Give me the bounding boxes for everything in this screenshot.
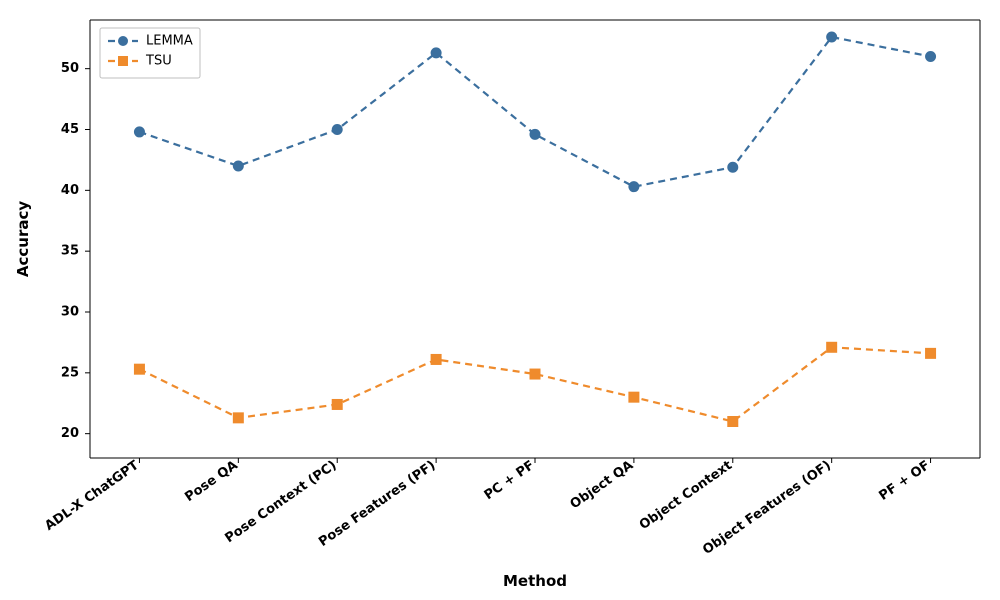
legend-label: TSU <box>145 54 172 69</box>
data-point <box>233 161 243 171</box>
chart-svg: 20253035404550ADL-X ChatGPTPose QAPose C… <box>0 0 1000 600</box>
data-point <box>728 162 738 172</box>
y-tick-label: 40 <box>61 183 79 198</box>
data-point <box>530 129 540 139</box>
data-point <box>629 182 639 192</box>
chart-bg <box>0 0 1000 600</box>
data-point <box>134 364 144 374</box>
y-tick-label: 20 <box>61 426 79 441</box>
data-point <box>431 48 441 58</box>
data-point <box>728 417 738 427</box>
data-point <box>233 413 243 423</box>
data-point <box>629 392 639 402</box>
data-point <box>332 399 342 409</box>
accuracy-chart: 20253035404550ADL-X ChatGPTPose QAPose C… <box>0 0 1000 600</box>
y-tick-label: 25 <box>61 365 79 380</box>
data-point <box>530 369 540 379</box>
y-tick-label: 45 <box>61 122 79 137</box>
y-tick-label: 35 <box>61 244 79 259</box>
x-axis-label: Method <box>503 572 567 590</box>
data-point <box>134 127 144 137</box>
legend-label: LEMMA <box>146 34 193 49</box>
data-point <box>431 354 441 364</box>
data-point <box>926 348 936 358</box>
y-tick-label: 30 <box>61 305 79 320</box>
data-point <box>332 125 342 135</box>
y-tick-label: 50 <box>61 61 79 76</box>
legend: LEMMA TSU <box>100 28 200 78</box>
data-point <box>926 52 936 62</box>
y-axis-label: Accuracy <box>14 201 32 277</box>
data-point <box>827 342 837 352</box>
data-point <box>827 32 837 42</box>
